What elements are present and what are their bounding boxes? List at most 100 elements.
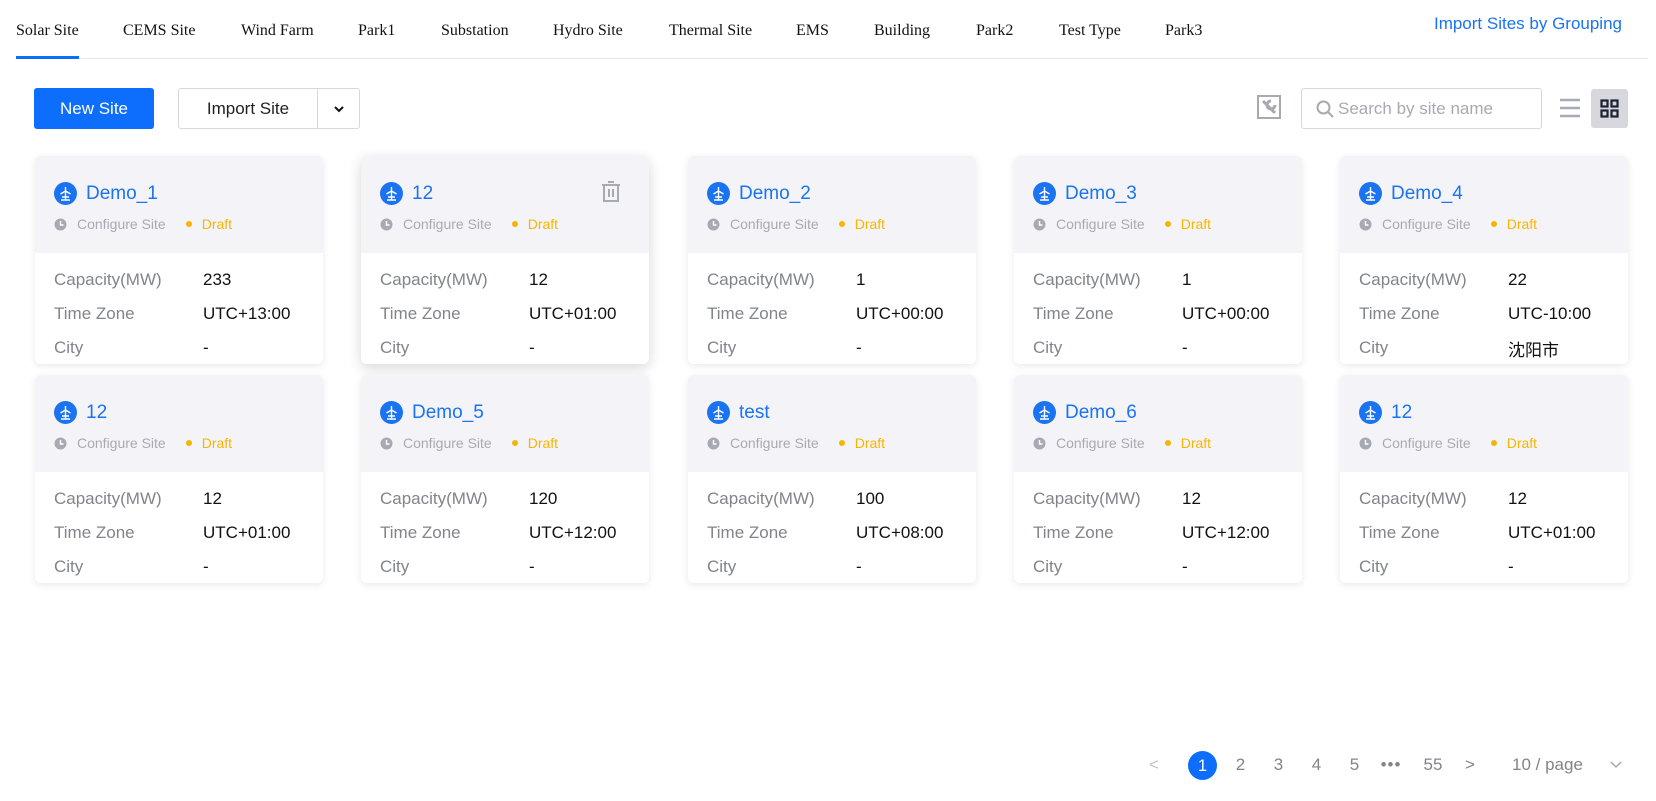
tab-ems[interactable]: EMS: [796, 22, 829, 39]
page-55-button[interactable]: 55: [1423, 755, 1443, 774]
site-title[interactable]: Demo_2: [707, 182, 811, 205]
prev-page-button[interactable]: <: [1149, 755, 1159, 774]
site-card-header: Demo_5 Configure Site Draft: [361, 375, 649, 472]
detail-row-timezone: Time Zone UTC+13:00: [54, 297, 304, 331]
site-title[interactable]: test: [707, 401, 770, 424]
search-input[interactable]: [1338, 98, 1528, 119]
site-card[interactable]: Demo_5 Configure Site Draft Capacity(MW) 120…: [361, 375, 649, 583]
configure-site-link[interactable]: Configure Site: [1056, 216, 1145, 232]
configure-site-link[interactable]: Configure Site: [77, 435, 166, 451]
configure-site-link[interactable]: Configure Site: [1382, 216, 1471, 232]
timezone-label: Time Zone: [54, 304, 135, 323]
site-card[interactable]: Demo_2 Configure Site Draft Capacity(MW) 1 Ti…: [688, 156, 976, 364]
page-2-button[interactable]: 2: [1235, 755, 1246, 774]
configure-site-link[interactable]: Configure Site: [1382, 435, 1471, 451]
page-size-select[interactable]: 10 / page: [1512, 755, 1583, 774]
site-status-line: Configure Site Draft: [380, 435, 558, 451]
page-4-button[interactable]: 4: [1311, 755, 1322, 774]
clock-icon: [1033, 218, 1046, 230]
site-name[interactable]: Demo_4: [1391, 182, 1463, 204]
import-sites-by-grouping-link[interactable]: Import Sites by Grouping: [1433, 14, 1622, 33]
detail-row-capacity: Capacity(MW) 1: [707, 263, 957, 297]
capacity-label: Capacity(MW): [1033, 489, 1141, 508]
configure-site-link[interactable]: Configure Site: [730, 216, 819, 232]
site-name[interactable]: 12: [412, 182, 434, 204]
configure-site-link[interactable]: Configure Site: [1056, 435, 1145, 451]
site-title[interactable]: 12: [54, 401, 107, 424]
site-name[interactable]: Demo_3: [1065, 182, 1137, 204]
site-name[interactable]: 12: [86, 401, 108, 423]
city-value: -: [529, 338, 535, 357]
status-dot: [185, 440, 192, 446]
site-title[interactable]: Demo_5: [380, 401, 484, 424]
site-name[interactable]: Demo_5: [412, 401, 484, 423]
timezone-label: Time Zone: [380, 304, 461, 323]
site-name[interactable]: Demo_6: [1065, 401, 1137, 423]
site-title[interactable]: Demo_4: [1359, 182, 1463, 205]
site-title[interactable]: Demo_3: [1033, 182, 1137, 205]
site-name[interactable]: 12: [1391, 401, 1413, 423]
tab-cems-site[interactable]: CEMS Site: [123, 22, 196, 39]
site-title[interactable]: Demo_6: [1033, 401, 1137, 424]
configure-site-link[interactable]: Configure Site: [77, 216, 166, 232]
tab-wind-farm[interactable]: Wind Farm: [241, 22, 314, 39]
page-5-button[interactable]: 5: [1349, 755, 1360, 774]
site-name[interactable]: test: [739, 401, 770, 423]
site-title[interactable]: 12: [1359, 401, 1412, 424]
detail-row-timezone: Time Zone UTC+00:00: [707, 297, 957, 331]
configure-site-link[interactable]: Configure Site: [403, 216, 492, 232]
clock-icon: [1033, 437, 1046, 449]
tab-test-type[interactable]: Test Type: [1059, 22, 1121, 39]
site-name[interactable]: Demo_1: [86, 182, 158, 204]
site-card[interactable]: Demo_3 Configure Site Draft Capacity(MW) 1 Ti…: [1014, 156, 1302, 364]
clock-icon: [54, 437, 67, 449]
list-view-icon[interactable]: [1558, 95, 1582, 121]
site-tool-icon[interactable]: [1257, 95, 1281, 119]
tab-park1[interactable]: Park1: [358, 22, 396, 39]
grid-view-button[interactable]: [1591, 89, 1628, 128]
new-site-button[interactable]: New Site: [34, 88, 154, 129]
site-search[interactable]: [1301, 88, 1542, 129]
detail-row-capacity: Capacity(MW) 12: [380, 263, 630, 297]
site-status-line: Configure Site Draft: [707, 435, 885, 451]
city-label: City: [1359, 338, 1389, 357]
delete-site-button[interactable]: [601, 181, 621, 203]
site-card[interactable]: Demo_6 Configure Site Draft Capacity(MW) 12 T…: [1014, 375, 1302, 583]
site-title[interactable]: Demo_1: [54, 182, 158, 205]
page-3-button[interactable]: 3: [1273, 755, 1284, 774]
site-card[interactable]: 12 Configure Site Draft Capacity(MW) 12 Time …: [1340, 375, 1628, 583]
site-title[interactable]: 12: [380, 182, 433, 205]
site-name[interactable]: Demo_2: [739, 182, 811, 204]
tab-substation[interactable]: Substation: [441, 22, 509, 39]
tab-park3[interactable]: Park3: [1165, 22, 1203, 39]
configure-site-link[interactable]: Configure Site: [730, 435, 819, 451]
site-details: Capacity(MW) 1 Time Zone UTC+00:00 City -: [1014, 253, 1302, 364]
import-site-dropdown-button[interactable]: [318, 89, 359, 128]
detail-row-timezone: Time Zone UTC-10:00: [1359, 297, 1609, 331]
capacity-value: 1: [1182, 270, 1192, 289]
tab-thermal-site[interactable]: Thermal Site: [669, 22, 753, 39]
tab-solar-site[interactable]: Solar Site: [16, 22, 79, 59]
status-badge: Draft: [1506, 216, 1538, 232]
city-label: City: [54, 338, 84, 357]
more-pages-ellipsis[interactable]: •••: [1380, 755, 1402, 774]
site-card-header: 12 Configure Site Draft: [1340, 375, 1628, 472]
tab-hydro-site[interactable]: Hydro Site: [553, 22, 623, 39]
next-page-button[interactable]: >: [1465, 755, 1475, 774]
city-label: City: [707, 557, 737, 576]
page-1-button[interactable]: 1: [1188, 751, 1217, 780]
site-card[interactable]: 12 Configure Site Draft Capacity(MW) 12 Time …: [35, 375, 323, 583]
chevron-down-icon: [333, 105, 344, 112]
site-card[interactable]: 12 Configure Site Draft Capacity(MW) 12 Time …: [361, 156, 649, 364]
tab-park2[interactable]: Park2: [976, 22, 1014, 39]
site-card[interactable]: Demo_4 Configure Site Draft Capacity(MW) 22 T…: [1340, 156, 1628, 364]
site-type-icon: [380, 401, 403, 424]
detail-row-city: City -: [54, 550, 304, 583]
tab-building[interactable]: Building: [874, 22, 931, 39]
site-card[interactable]: test Configure Site Draft Capacity(MW) 100 Ti…: [688, 375, 976, 583]
site-type-icon: [1033, 182, 1056, 205]
import-site-button[interactable]: Import Site: [179, 89, 318, 128]
capacity-label: Capacity(MW): [1359, 270, 1467, 289]
site-card[interactable]: Demo_1 Configure Site Draft Capacity(MW) 233…: [35, 156, 323, 364]
configure-site-link[interactable]: Configure Site: [403, 435, 492, 451]
